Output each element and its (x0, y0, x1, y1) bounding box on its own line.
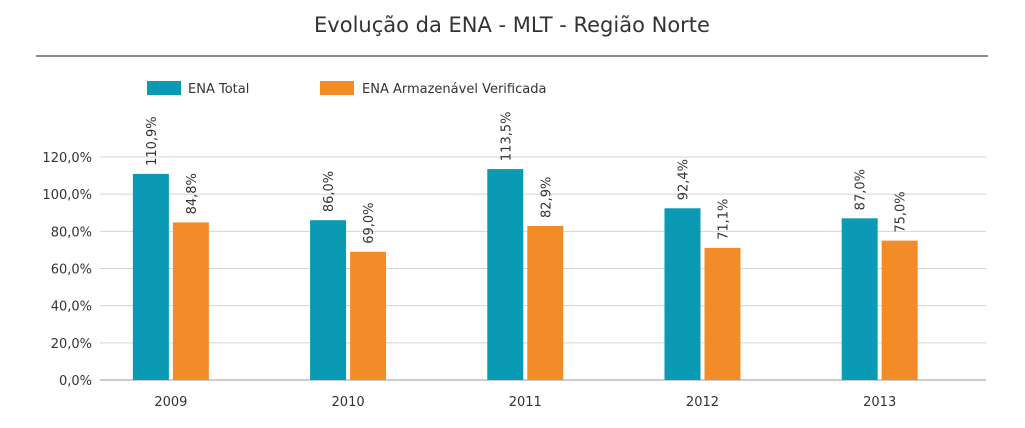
bar-2011-series-1 (487, 169, 524, 380)
y-tick-label: 0,0% (59, 374, 92, 389)
x-tick-label: 2009 (154, 395, 187, 410)
data-labels: 110,9% 84,8% 86,0% 69,0% 113,5% 82,9% 92,4% 71,… (145, 112, 909, 244)
data-label: 84,8% (185, 173, 200, 214)
legend-label-ena-armazenavel: ENA Armazenável Verificada (362, 82, 546, 97)
bar-2009-series-2 (172, 222, 209, 380)
chart-title: Evolução da ENA - MLT - Região Norte (314, 13, 710, 37)
y-tick-label: 100,0% (42, 188, 92, 203)
y-tick-label: 40,0% (51, 300, 92, 315)
bar-2012-series-1 (664, 208, 701, 380)
x-tick-label: 2013 (863, 395, 896, 410)
bar-2011-series-2 (527, 225, 564, 380)
y-axis: 0,0% 20,0% 40,0% 60,0% 80,0% 100,0% 120,0% (42, 151, 92, 389)
data-label: 82,9% (539, 177, 554, 218)
bar-2013-series-1 (841, 218, 878, 380)
bar-2013-series-2 (881, 240, 918, 380)
y-tick-label: 60,0% (51, 263, 92, 278)
data-label: 110,9% (145, 116, 160, 166)
data-label: 113,5% (499, 112, 514, 162)
legend: ENA Total ENA Armazenável Verificada (147, 81, 546, 97)
bars (132, 169, 918, 380)
x-axis: 2009 2010 2011 2012 2013 (154, 395, 896, 410)
legend-swatch-ena-armazenavel (320, 81, 354, 95)
bar-2009-series-1 (132, 173, 169, 380)
legend-swatch-ena-total (147, 81, 181, 95)
x-tick-label: 2012 (686, 395, 719, 410)
bar-2012-series-2 (704, 247, 741, 380)
data-label: 86,0% (322, 171, 337, 212)
y-tick-label: 80,0% (51, 225, 92, 240)
data-label: 71,1% (716, 199, 731, 240)
y-tick-label: 120,0% (42, 151, 92, 166)
bar-2010-series-2 (350, 251, 387, 380)
x-tick-label: 2011 (509, 395, 542, 410)
data-label: 87,0% (854, 169, 869, 210)
data-label: 69,0% (362, 202, 377, 243)
bar-2010-series-1 (310, 220, 347, 380)
y-tick-label: 20,0% (51, 337, 92, 352)
data-label: 75,0% (894, 191, 909, 232)
legend-label-ena-total: ENA Total (188, 82, 249, 97)
data-label: 92,4% (676, 159, 691, 200)
x-tick-label: 2010 (332, 395, 365, 410)
